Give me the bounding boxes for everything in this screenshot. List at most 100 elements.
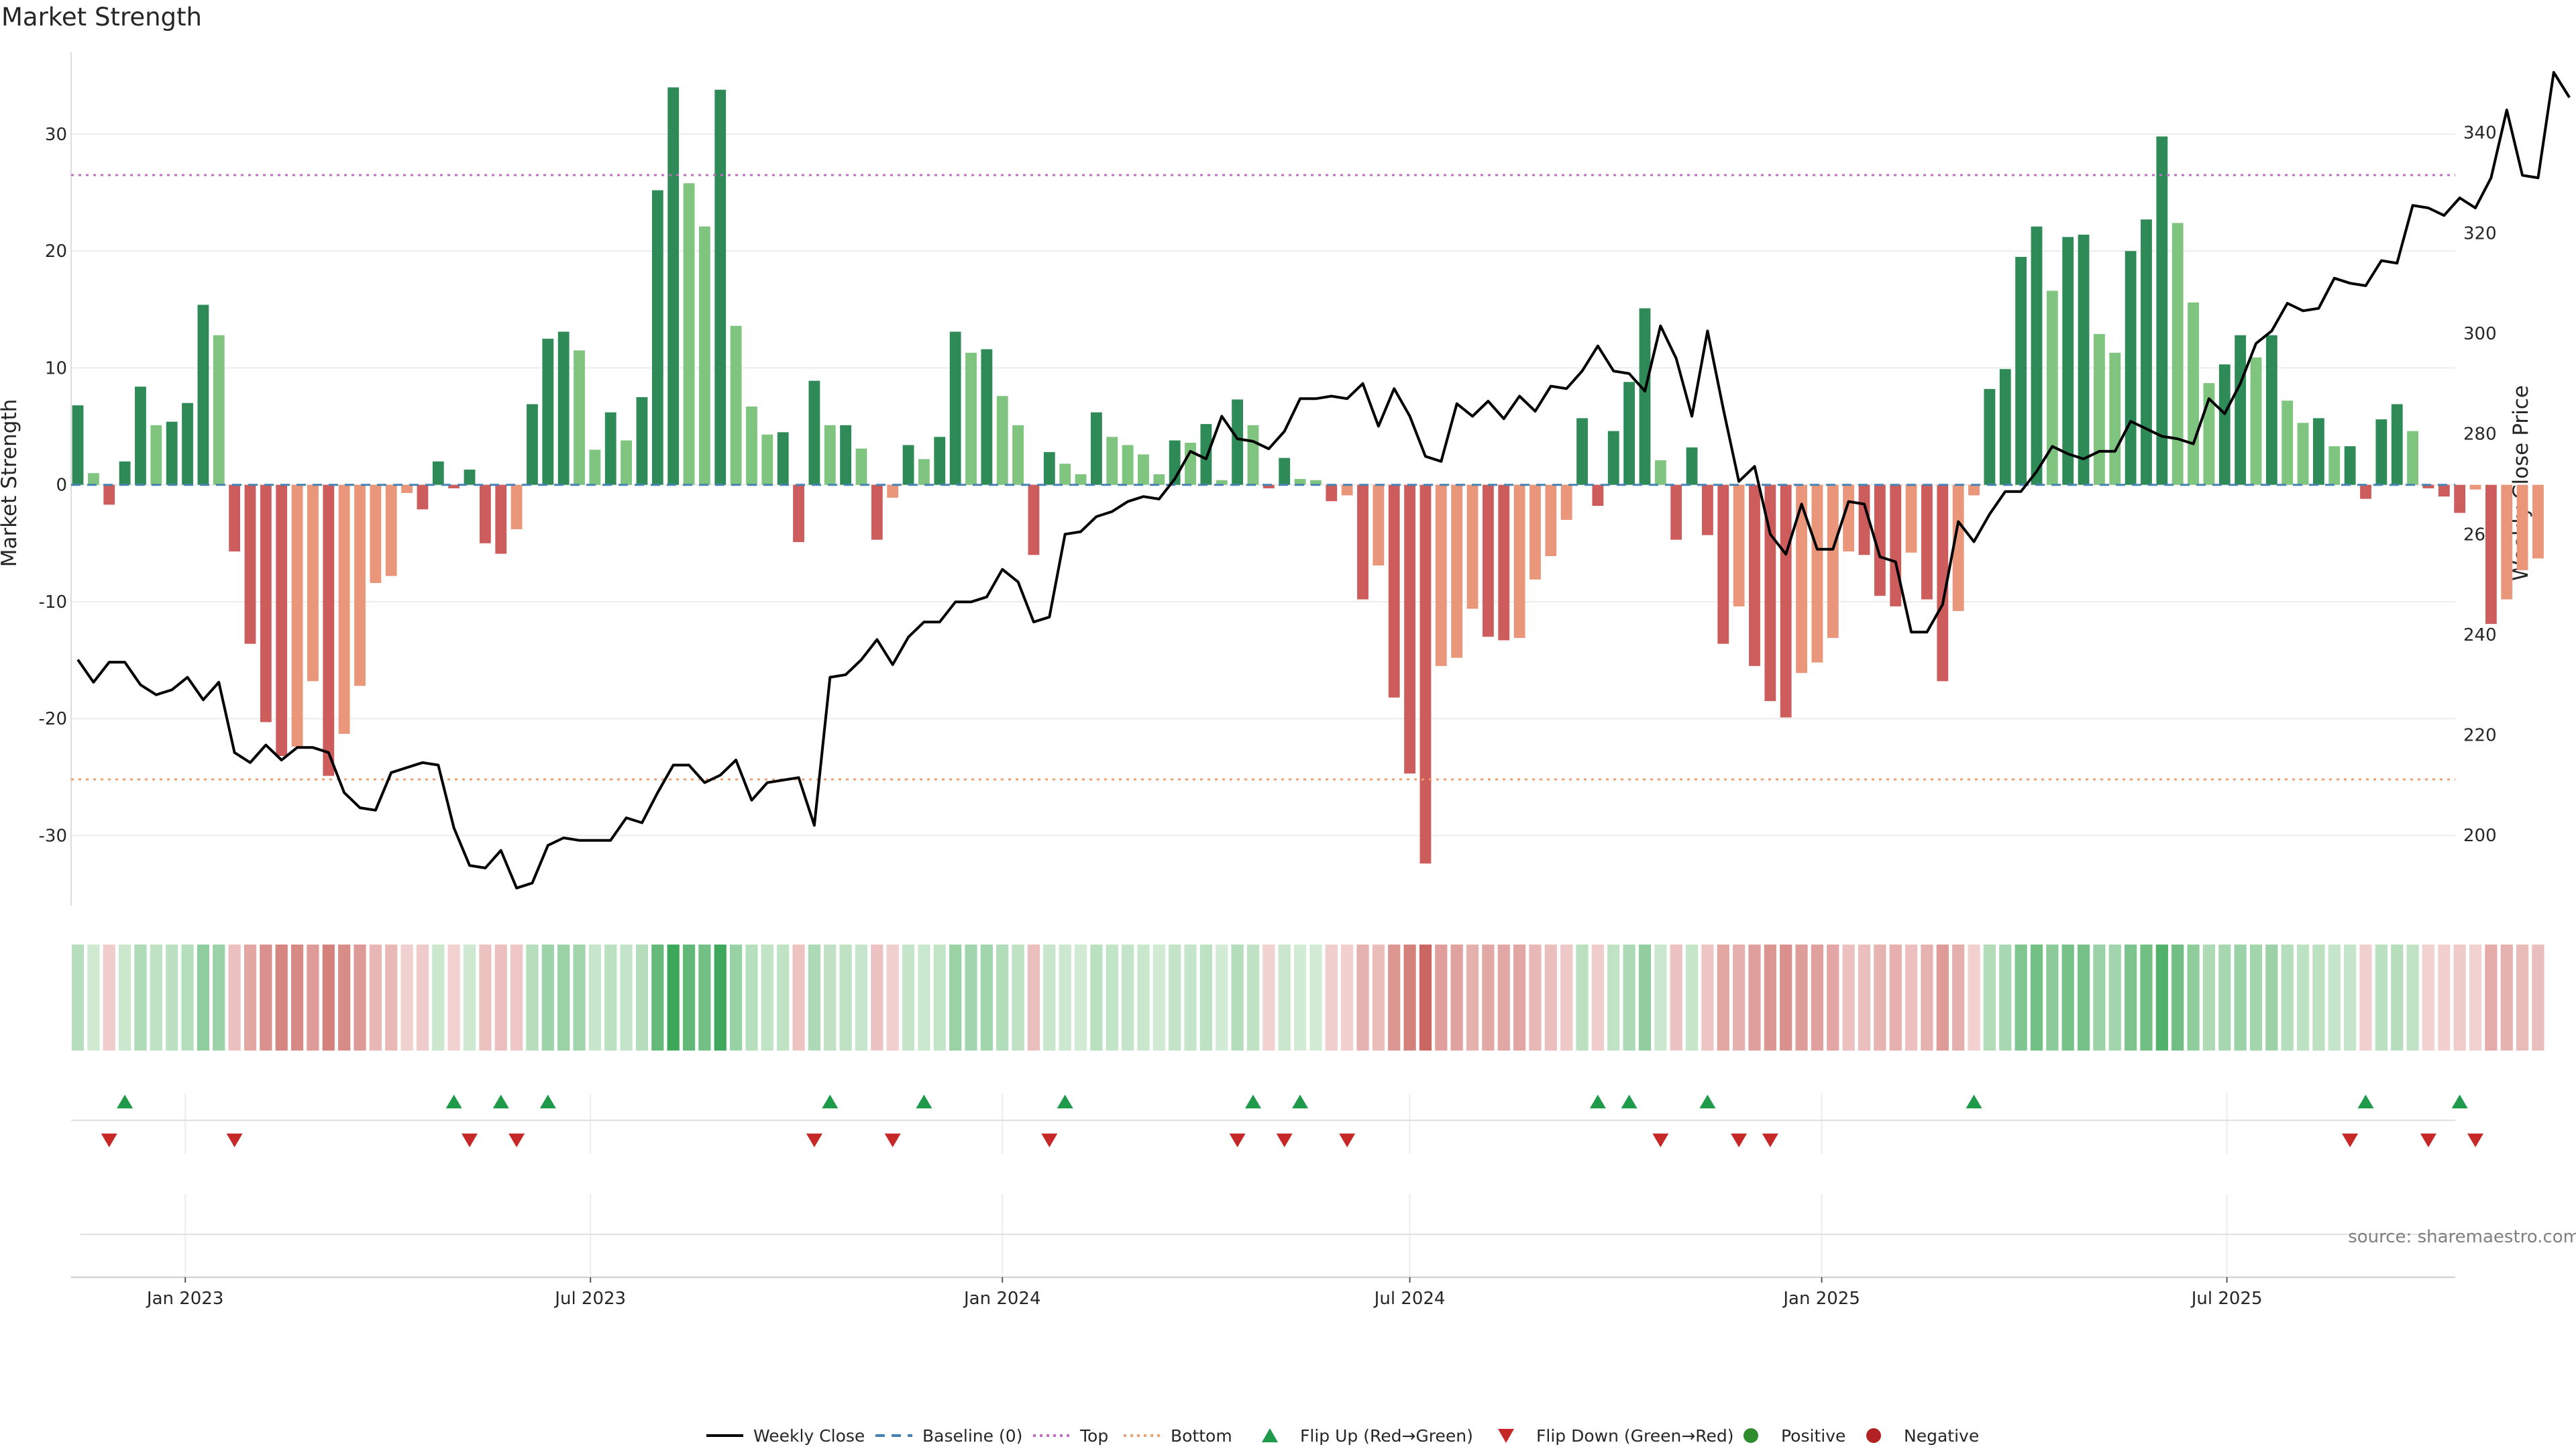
heat-cell	[2296, 945, 2310, 1051]
heat-cell	[400, 945, 413, 1051]
strength-bar	[1357, 484, 1368, 600]
heat-cell	[871, 945, 883, 1051]
strength-bar	[1482, 484, 1494, 637]
strength-bar	[323, 484, 335, 776]
heat-cell	[2422, 945, 2435, 1051]
heat-cell	[150, 945, 162, 1051]
strength-bar	[1545, 484, 1557, 557]
strength-bar	[370, 484, 382, 584]
heat-cell	[1874, 945, 1886, 1051]
heat-cell	[1904, 945, 1918, 1051]
heat-cell	[1529, 945, 1542, 1051]
heat-cell	[949, 945, 962, 1051]
strength-bar	[1639, 308, 1651, 485]
heat-cell	[1074, 945, 1087, 1051]
heat-cell	[1748, 945, 1761, 1051]
heat-cell	[2453, 945, 2466, 1051]
heat-cell	[244, 945, 257, 1051]
strength-bar	[1498, 484, 1510, 641]
left-tick-label: -30	[39, 826, 67, 846]
legend-swatch-negative	[1866, 1428, 1881, 1443]
heat-cell	[2234, 945, 2247, 1051]
strength-bar	[1513, 484, 1525, 638]
heat-cell	[166, 945, 178, 1051]
heat-cell	[2485, 945, 2498, 1051]
strength-bar	[1670, 484, 1682, 540]
heat-cell	[635, 945, 649, 1051]
strength-bar	[1106, 437, 1118, 485]
strength-bar	[385, 484, 397, 576]
strength-bar	[636, 397, 648, 485]
heat-cell	[1341, 945, 1354, 1051]
heat-cell	[620, 945, 633, 1051]
heat-cell	[1921, 945, 1933, 1051]
heat-cell	[87, 945, 100, 1051]
heat-cell	[1968, 945, 1980, 1051]
strength-bar	[808, 380, 820, 485]
legend-swatch-flip-down	[1498, 1429, 1514, 1443]
strength-bar	[2360, 484, 2371, 499]
x-tick-label: Jan 2023	[146, 1289, 224, 1309]
heat-cell	[416, 945, 429, 1051]
heat-cell	[2108, 945, 2121, 1051]
heat-cell	[2516, 945, 2529, 1051]
flip-up-marker	[2357, 1094, 2374, 1109]
strength-bar	[1937, 484, 1949, 682]
strength-bar	[2485, 484, 2497, 625]
strength-bar	[761, 434, 773, 485]
strength-bar	[1717, 484, 1729, 644]
heat-cell	[1670, 945, 1682, 1051]
heat-cell	[1293, 945, 1307, 1051]
strength-bar	[1451, 484, 1463, 658]
strength-bar	[1529, 484, 1541, 580]
strength-bar	[1326, 484, 1338, 502]
strength-bar	[1623, 382, 1635, 485]
strength-bar	[2141, 219, 2152, 485]
strength-bar	[887, 484, 899, 498]
strength-bar	[542, 338, 554, 485]
strength-bar	[527, 404, 538, 485]
strength-bar	[1560, 484, 1572, 520]
legend-item: Weekly Close	[706, 1426, 865, 1446]
strength-bar	[1576, 418, 1588, 485]
right-tick-label: 200	[2463, 826, 2497, 846]
heat-cell	[933, 945, 946, 1051]
heat-cell	[761, 945, 773, 1051]
strength-bar	[1043, 451, 1055, 485]
heat-cell	[2218, 945, 2231, 1051]
strength-bar	[855, 448, 867, 485]
heat-cell	[1717, 945, 1729, 1051]
strength-bar	[1185, 442, 1196, 485]
strength-bar	[166, 421, 178, 485]
heat-cell	[1419, 945, 1432, 1051]
flip-up-marker	[916, 1094, 932, 1109]
heat-cell	[1388, 945, 1401, 1051]
flip-down-marker	[2342, 1133, 2359, 1148]
chart-title: Market Strength	[1, 3, 202, 32]
strength-bar	[1075, 474, 1087, 485]
strength-bar	[2250, 357, 2262, 485]
flip-up-marker	[1057, 1094, 1073, 1109]
heat-cell	[71, 945, 85, 1051]
heat-cell	[980, 945, 993, 1051]
strength-bar	[1466, 484, 1479, 609]
legend-item: Negative	[1866, 1426, 1979, 1446]
strength-bar	[2235, 335, 2247, 485]
heat-cell	[2077, 945, 2090, 1051]
strength-bar	[1247, 425, 1259, 485]
heat-cell	[181, 945, 194, 1051]
strength-bar	[119, 461, 131, 485]
strength-bar	[135, 386, 146, 485]
heat-cell	[354, 945, 366, 1051]
left-tick-label: -10	[39, 592, 67, 612]
heat-cell	[1497, 945, 1510, 1051]
heat-cell	[886, 945, 899, 1051]
heat-cell	[714, 945, 727, 1051]
strength-bar	[1968, 484, 1980, 496]
left-tick-label: 30	[45, 125, 67, 145]
heat-cell	[792, 945, 805, 1051]
flip-up-marker	[1966, 1094, 1982, 1109]
heat-cell	[1576, 945, 1589, 1051]
strength-bar	[621, 440, 633, 485]
heat-cell	[557, 945, 570, 1051]
